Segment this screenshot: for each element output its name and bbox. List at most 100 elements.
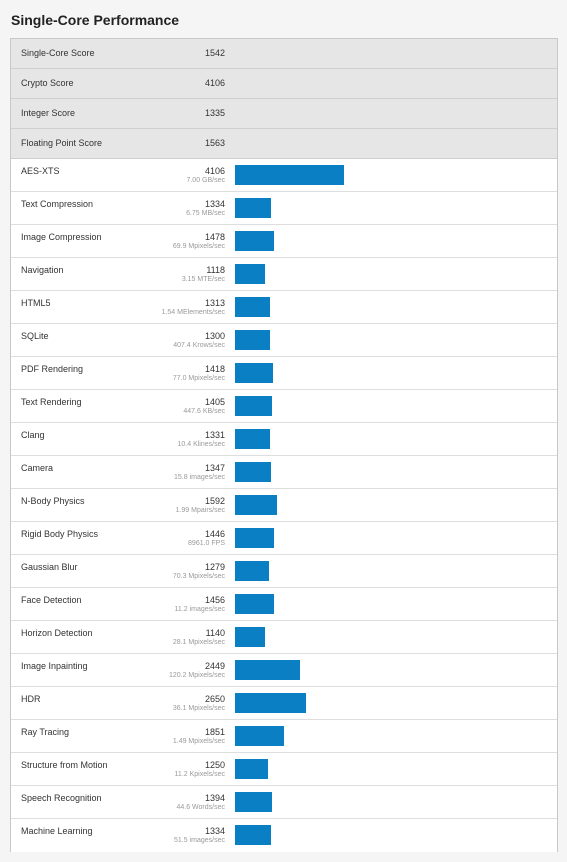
benchmark-row: Image Inpainting 2449 120.2 Mpixels/sec — [11, 654, 557, 687]
benchmark-row: AES-XTS 4106 7.00 GB/sec — [11, 159, 557, 192]
score-bar — [235, 759, 268, 779]
score-bar — [235, 528, 274, 548]
benchmark-rate: 8961.0 FPS — [188, 540, 225, 547]
summary-label: Crypto Score — [21, 78, 74, 88]
benchmark-rate: 15.8 images/sec — [174, 474, 225, 481]
benchmark-score: 1331 — [204, 430, 225, 440]
benchmark-score: 1334 — [204, 826, 225, 836]
summary-label: Floating Point Score — [21, 138, 103, 148]
summary-score: 1335 — [204, 108, 225, 118]
benchmark-rate: 120.2 Mpixels/sec — [168, 672, 225, 679]
benchmark-row: HDR 2650 36.1 Mpixels/sec — [11, 687, 557, 720]
benchmark-score: 1140 — [205, 628, 225, 638]
benchmark-name: Camera — [21, 463, 54, 473]
score-bar — [235, 660, 300, 680]
benchmark-row: HTML5 1313 1.54 MElements/sec — [11, 291, 557, 324]
benchmark-name: Structure from Motion — [21, 760, 108, 770]
benchmark-row: Machine Learning 1334 51.5 images/sec — [11, 819, 557, 852]
benchmark-row: Text Compression 1334 6.75 MB/sec — [11, 192, 557, 225]
summary-score: 4106 — [204, 78, 225, 88]
benchmark-score: 1250 — [204, 760, 225, 770]
score-bar — [235, 462, 271, 482]
benchmark-rate: 28.1 Mpixels/sec — [172, 639, 225, 646]
benchmark-score: 1279 — [204, 562, 225, 572]
score-bar — [235, 495, 277, 515]
benchmark-row: Face Detection 1456 11.2 images/sec — [11, 588, 557, 621]
benchmark-row: Rigid Body Physics 1446 8961.0 FPS — [11, 522, 557, 555]
score-bar — [235, 264, 265, 284]
benchmark-name: N-Body Physics — [21, 496, 85, 506]
summary-row-crypto-score: Crypto Score 4106 — [11, 69, 557, 99]
benchmark-rate: 1.99 Mpairs/sec — [175, 507, 225, 514]
benchmark-name: Speech Recognition — [21, 793, 102, 803]
benchmark-row: Camera 1347 15.8 images/sec — [11, 456, 557, 489]
benchmark-rate: 1.54 MElements/sec — [161, 309, 225, 316]
benchmark-name: Image Inpainting — [21, 661, 88, 671]
benchmark-rate: 3.15 MTE/sec — [181, 276, 225, 283]
benchmark-rate: 6.75 MB/sec — [186, 210, 225, 217]
benchmark-row: Structure from Motion 1250 11.2 Kpixels/se… — [11, 753, 557, 786]
benchmark-row: Navigation 1118 3.15 MTE/sec — [11, 258, 557, 291]
benchmark-rate: 44.6 Words/sec — [176, 804, 225, 811]
benchmark-rate: 11.2 images/sec — [174, 606, 225, 613]
score-bar — [235, 726, 284, 746]
benchmark-score: 1347 — [204, 463, 225, 473]
page-title: Single-Core Performance — [11, 12, 180, 28]
benchmark-list: AES-XTS 4106 7.00 GB/sec Text Compression 13… — [11, 159, 557, 852]
summary-score: 1542 — [204, 48, 225, 58]
benchmark-name: Clang — [21, 430, 45, 440]
summary-row-single-core-score: Single-Core Score 1542 — [11, 39, 557, 69]
score-bar — [235, 231, 274, 251]
benchmark-score: 1851 — [204, 727, 225, 737]
benchmark-rate: 10.4 Klines/sec — [177, 441, 225, 448]
score-bar — [235, 792, 272, 812]
score-bar — [235, 627, 265, 647]
benchmark-rate: 69.9 Mpixels/sec — [172, 243, 225, 250]
benchmark-name: SQLite — [21, 331, 49, 341]
benchmark-score: 1456 — [204, 595, 225, 605]
benchmark-row: PDF Rendering 1418 77.0 Mpixels/sec — [11, 357, 557, 390]
benchmark-row: Gaussian Blur 1279 70.3 Mpixels/sec — [11, 555, 557, 588]
benchmark-score: 1118 — [206, 265, 225, 275]
benchmark-rate: 447.6 KB/sec — [183, 408, 225, 415]
benchmark-rate: 1.49 Mpixels/sec — [172, 738, 225, 745]
summary-row-integer-score: Integer Score 1335 — [11, 99, 557, 129]
benchmark-row: Image Compression 1478 69.9 Mpixels/sec — [11, 225, 557, 258]
benchmark-rate: 36.1 Mpixels/sec — [172, 705, 225, 712]
score-bar — [235, 363, 273, 383]
score-bar — [235, 396, 272, 416]
score-bar — [235, 297, 270, 317]
benchmark-name: AES-XTS — [21, 166, 60, 176]
summary-row-floating-point-score: Floating Point Score 1563 — [11, 129, 557, 159]
score-bar — [235, 198, 271, 218]
benchmark-name: Machine Learning — [21, 826, 93, 836]
benchmark-name: Image Compression — [21, 232, 102, 242]
benchmark-score: 1446 — [204, 529, 225, 539]
benchmark-row: Ray Tracing 1851 1.49 Mpixels/sec — [11, 720, 557, 753]
benchmark-row: SQLite 1300 407.4 Krows/sec — [11, 324, 557, 357]
score-bar — [235, 825, 271, 845]
benchmark-score: 1300 — [204, 331, 225, 341]
benchmark-name: Navigation — [21, 265, 64, 275]
benchmark-name: HTML5 — [21, 298, 51, 308]
benchmark-score: 4106 — [204, 166, 225, 176]
score-bar — [235, 429, 270, 449]
summary-label: Integer Score — [21, 108, 76, 118]
benchmark-name: Face Detection — [21, 595, 82, 605]
benchmark-score: 2650 — [204, 694, 225, 704]
benchmark-name: Text Compression — [21, 199, 94, 209]
benchmark-name: Rigid Body Physics — [21, 529, 99, 539]
benchmark-score: 1405 — [204, 397, 225, 407]
benchmark-panel: Single-Core Score 1542 Crypto Score 4106… — [10, 38, 558, 852]
benchmark-rate: 70.3 Mpixels/sec — [172, 573, 225, 580]
summary-label: Single-Core Score — [21, 48, 95, 58]
benchmark-row: Text Rendering 1405 447.6 KB/sec — [11, 390, 557, 423]
summary-score: 1563 — [204, 138, 225, 148]
benchmark-score: 1418 — [204, 364, 225, 374]
benchmark-rate: 7.00 GB/sec — [186, 177, 225, 184]
benchmark-score: 1334 — [204, 199, 225, 209]
summary-section: Single-Core Score 1542 Crypto Score 4106… — [11, 39, 557, 159]
score-bar — [235, 330, 270, 350]
benchmark-name: Ray Tracing — [21, 727, 70, 737]
benchmark-name: Horizon Detection — [21, 628, 93, 638]
